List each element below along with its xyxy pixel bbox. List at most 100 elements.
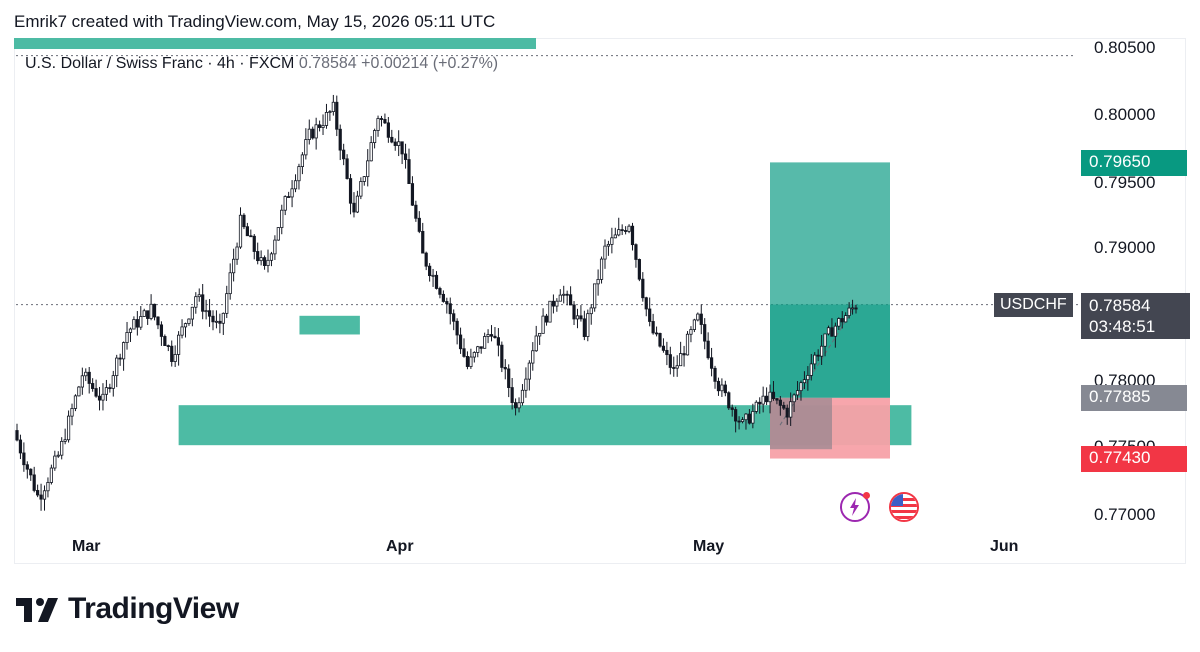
candle-body (644, 297, 648, 310)
candle (66, 410, 71, 443)
candle-body (438, 288, 442, 295)
candle-body (476, 346, 480, 353)
candle (775, 398, 779, 405)
candle (648, 297, 652, 327)
candle (792, 393, 796, 413)
candle (527, 360, 531, 391)
candle-body (551, 300, 556, 307)
candle (211, 310, 215, 331)
candle (569, 286, 573, 306)
candle-body (159, 324, 164, 337)
candle-body (121, 342, 126, 360)
y-tick-2: 0.79500 (1094, 173, 1156, 192)
candle (558, 289, 562, 302)
candle (194, 292, 198, 314)
candle (730, 404, 734, 417)
candle (469, 348, 473, 369)
candle-body (579, 315, 583, 320)
candle-body (472, 352, 476, 358)
candle-body (232, 258, 236, 274)
candle-body (111, 375, 115, 389)
candle-body (606, 243, 611, 247)
candle (317, 120, 322, 132)
candle (283, 195, 287, 216)
candle (744, 413, 748, 430)
candle-body (115, 357, 119, 377)
candle (177, 331, 181, 366)
candle (91, 378, 95, 392)
candle (383, 113, 387, 124)
candle (723, 380, 727, 397)
candle-body (768, 391, 772, 403)
lightning-icon[interactable] (840, 492, 870, 522)
y-tick-3: 0.79000 (1094, 238, 1156, 257)
candle (111, 370, 115, 397)
candle-body (544, 315, 549, 323)
y-tick-6: 0.77000 (1094, 505, 1156, 524)
candle-body (507, 368, 511, 388)
candle-body (338, 128, 342, 151)
candle-body (820, 345, 824, 357)
candle-body (641, 278, 645, 299)
candle-body (304, 139, 308, 156)
candle-body (562, 293, 566, 296)
tradingview-logo-icon (16, 598, 58, 622)
candle-body (782, 404, 786, 409)
candle (747, 409, 752, 425)
candle (734, 406, 738, 433)
candle-body (135, 319, 139, 328)
candle-body (400, 141, 404, 155)
candle (42, 485, 47, 511)
candle-body (816, 354, 820, 357)
candle-body (517, 402, 521, 409)
symbol-change-pct: (+0.27%) (432, 55, 499, 72)
header-highlight-bar (14, 38, 536, 49)
candle-body (809, 363, 813, 376)
candle (97, 386, 102, 411)
candle (376, 115, 380, 137)
candle-body (18, 439, 23, 454)
candle (214, 310, 219, 329)
candle-body (421, 230, 425, 254)
candle (142, 308, 146, 317)
candle (290, 180, 294, 208)
candle-body (269, 253, 274, 261)
candle (448, 297, 452, 325)
candle (637, 258, 641, 282)
candle (727, 391, 731, 410)
candle-body (97, 395, 102, 401)
candle-body (166, 345, 170, 347)
candle (403, 143, 408, 169)
candle (816, 349, 820, 362)
candle-body (572, 304, 576, 320)
candle (238, 207, 243, 249)
candle-body (77, 386, 81, 397)
candle-body (792, 394, 796, 403)
candle-body (331, 101, 335, 112)
candle-body (520, 389, 525, 404)
symbol-legend[interactable]: U.S. Dollar / Swiss Franc · 4h · FXCM 0.… (25, 55, 498, 73)
candle-body (689, 329, 693, 335)
candle-body (813, 354, 817, 365)
tradingview-brand[interactable]: TradingView (16, 592, 239, 626)
candle-body (658, 333, 662, 347)
candle-body (228, 272, 232, 295)
us-flag-icon[interactable] (889, 492, 919, 522)
candle-body (513, 402, 518, 409)
candle-body (775, 398, 779, 401)
candle-body (648, 308, 652, 322)
candle (665, 341, 669, 366)
candle (789, 392, 793, 426)
candle (22, 442, 26, 472)
candle-body (259, 257, 263, 262)
candle-body (441, 293, 445, 302)
candle-body (218, 320, 222, 324)
candle (46, 477, 50, 498)
symbol-description: U.S. Dollar / Swiss Franc · 4h · FXCM (25, 55, 295, 72)
candle (190, 306, 194, 327)
candle-body (627, 225, 631, 232)
candle (538, 332, 542, 345)
candle-body (410, 183, 415, 206)
candle (716, 377, 721, 396)
